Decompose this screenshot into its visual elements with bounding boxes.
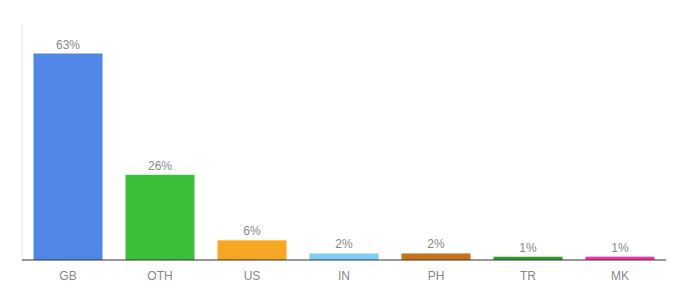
x-tick-label: PH xyxy=(428,269,445,283)
labels: 63% GB 26% OTH 6% US 2% IN 2% PH 1% TR 1% MK xyxy=(56,38,629,284)
x-tick-label: OTH xyxy=(147,269,172,283)
data-label: 6% xyxy=(243,224,261,238)
data-label: 1% xyxy=(519,241,537,255)
chart-svg: 63% GB 26% OTH 6% US 2% IN 2% PH 1% TR 1% MK xyxy=(0,0,680,300)
x-tick-label: MK xyxy=(611,269,629,283)
chart-container: 63% GB 26% OTH 6% US 2% IN 2% PH 1% TR 1% MK xyxy=(0,0,680,300)
x-tick-label: TR xyxy=(520,269,536,283)
data-label: 26% xyxy=(148,159,172,173)
bar xyxy=(218,240,287,260)
data-label: 1% xyxy=(611,241,629,255)
data-label: 63% xyxy=(56,38,80,52)
data-label: 2% xyxy=(427,237,445,251)
data-label: 2% xyxy=(335,237,353,251)
x-tick-label: US xyxy=(244,269,261,283)
y-range-line xyxy=(22,24,23,260)
bar xyxy=(126,175,195,260)
bar xyxy=(310,253,379,260)
x-axis-line xyxy=(22,259,666,260)
x-tick-label: IN xyxy=(338,269,350,283)
bars xyxy=(34,54,655,261)
page: {"chart_data": {"type": "bar", "categori… xyxy=(0,0,680,300)
bar xyxy=(402,253,471,260)
bar xyxy=(34,54,103,261)
x-tick-label: GB xyxy=(59,269,76,283)
